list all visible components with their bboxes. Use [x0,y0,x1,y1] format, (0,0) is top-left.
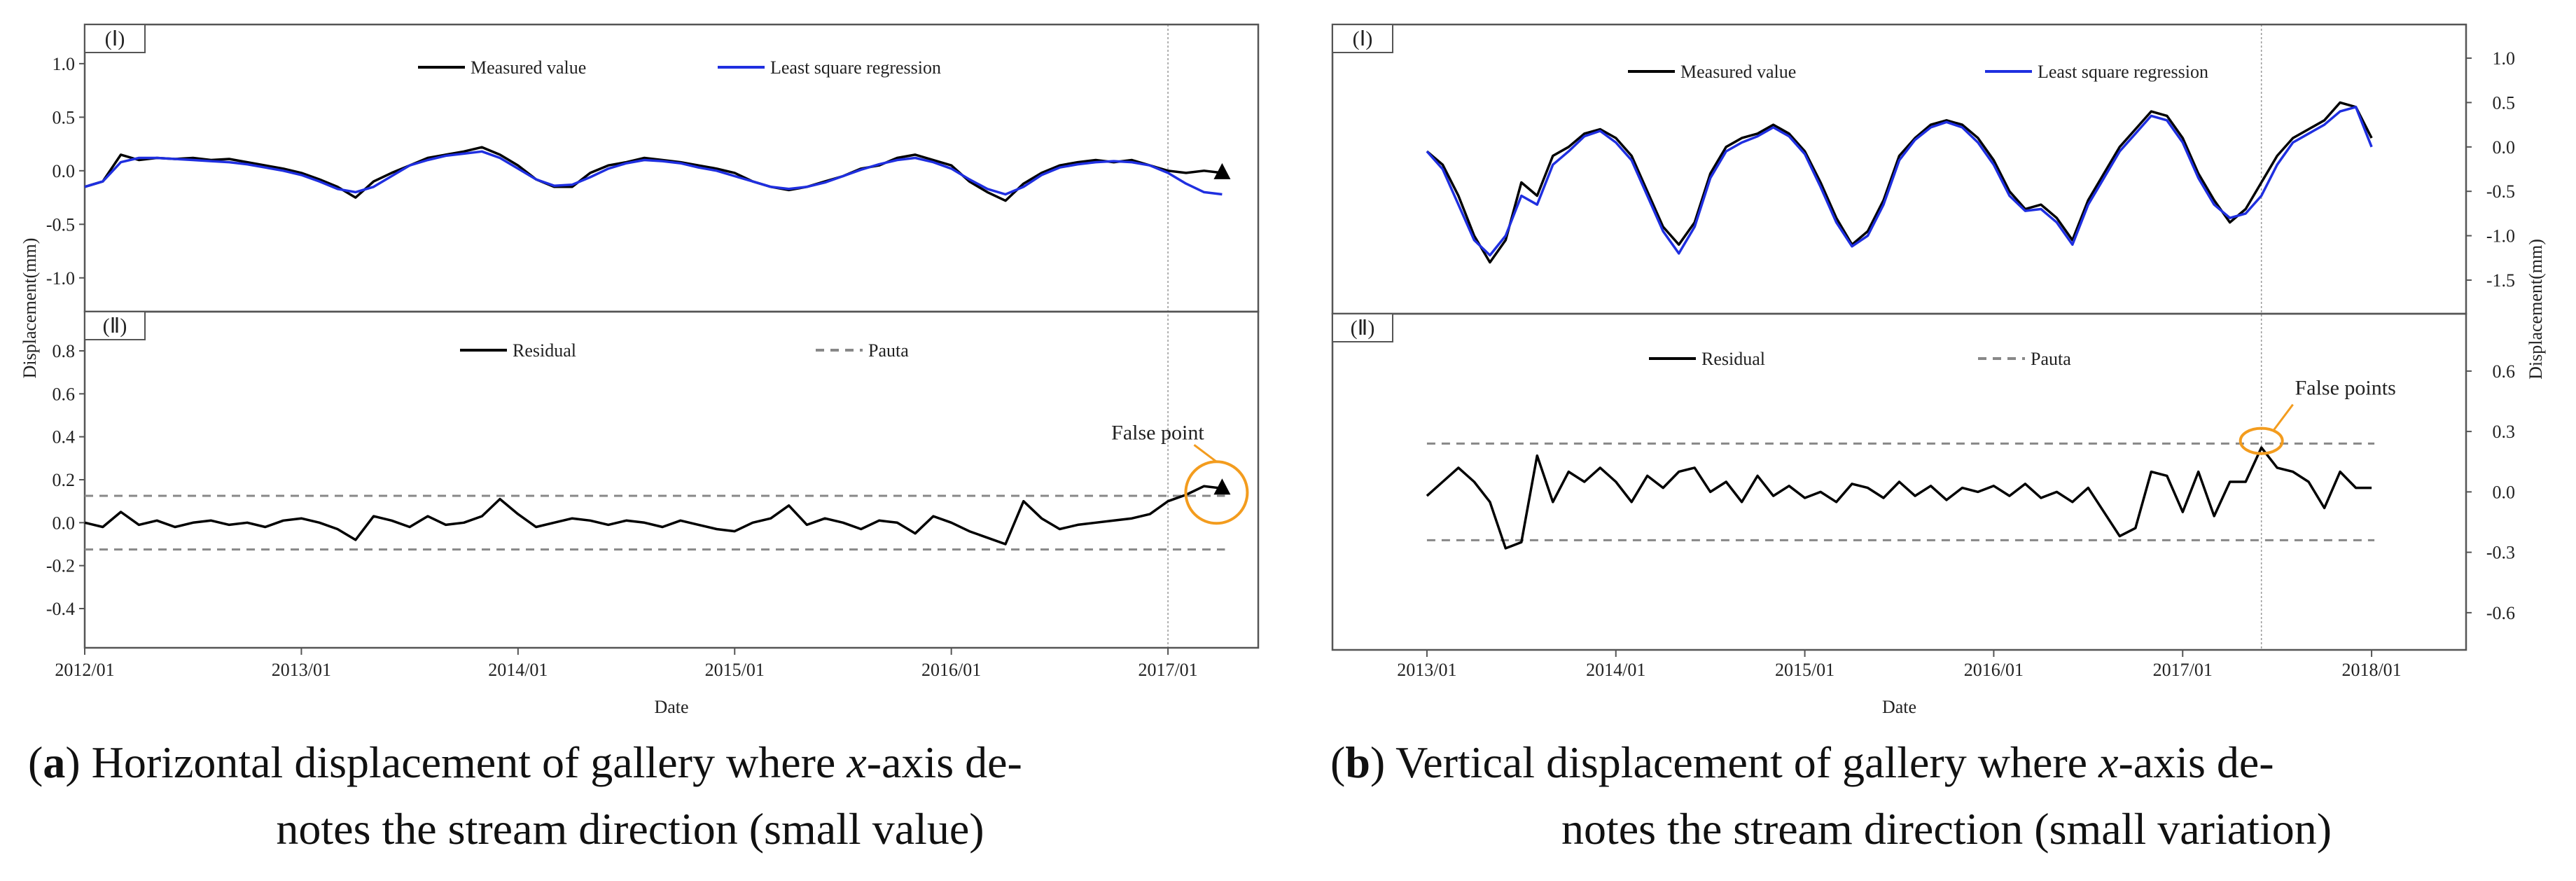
caption-b-line1: (b) Vertical displacement of gallery whe… [1330,737,2274,787]
y-tick-label: -1.0 [2486,226,2515,247]
y-tick-label: 0.0 [53,161,76,181]
y-tick-label: -0.6 [2486,603,2515,623]
caption-a-line2: notes the stream direction (small value) [276,804,984,854]
x-tick-label: 2016/01 [921,660,981,680]
y-tick-label: -0.5 [2486,181,2515,202]
annotation-leader [1193,444,1218,463]
caption-a-line1: (a) Horizontal displacement of gallery w… [28,737,1022,787]
caption-a-text1-end: -axis de- [867,737,1022,787]
panel-tag: (Ⅱ) [1351,317,1375,340]
caption-a-letter: a [43,737,65,787]
y-tick-label: 0.5 [53,107,76,127]
series-line-least-square-regression [1426,106,2373,257]
panel-tag: (Ⅰ) [105,27,125,50]
series-line-residual [1426,446,2372,550]
false-points-ellipse [2239,426,2284,455]
x-tick-label: 2013/01 [1397,660,1456,680]
y-tick-label: 1.0 [53,54,76,74]
series-line-measured-value [1426,101,2373,264]
y-tick-label: 0.0 [2493,482,2516,502]
y-axis-label: Displacement(mm) [20,238,40,379]
series-line-least-square-regression [84,150,1223,196]
series-line-measured-value [84,146,1223,202]
x-tick-label: 2016/01 [1964,660,2024,680]
y-tick-label: -1.5 [2486,270,2515,291]
panel-tag-box [84,311,146,340]
x-tick-label: 2014/01 [1586,660,1645,680]
y-tick-label: -0.2 [46,556,75,576]
y-tick-label: 0.6 [2493,361,2516,382]
false-point-marker [1213,162,1231,179]
x-tick-label: 2012/01 [55,660,114,680]
annotation-label: False point [1111,421,1204,444]
figure-b: (Ⅰ) 1.0 0.5 0.0 -0.5 -1.0 -1.5 Measured value Le… [1331,23,2546,717]
y-tick-label: -1.0 [46,268,75,289]
caption-b-var: x [2098,737,2118,787]
legend-label: Measured value [1680,62,1796,82]
y-tick-label: 0.0 [2493,137,2516,158]
caption-a-text1: ) Horizontal displacement of gallery whe… [65,737,847,787]
x-tick-label: 2015/01 [705,660,765,680]
y-tick-label: -0.4 [46,599,75,619]
false-point-marker [1213,478,1231,495]
series-line-residual [84,485,1223,546]
panel-tag-box [84,24,146,53]
legend-label: Pauta [868,340,909,361]
panel-frame [83,23,1260,313]
panel-tag-box [1332,24,1393,53]
legend-label: Pauta [2031,349,2071,369]
y-tick-label: -0.3 [2486,543,2515,563]
y-tick-label: 0.6 [53,384,76,404]
caption-a-var: x [846,737,866,787]
caption-b-line2: notes the stream direction (small variat… [1561,804,2332,854]
caption-b-letter: b [1345,737,1370,787]
y-axis-label: Displacement(mm) [2526,239,2546,380]
figure-a: (Ⅰ) 1.0 0.5 0.0 -0.5 -1.0 Measured value Least … [20,23,1260,717]
x-tick-label: 2017/01 [2153,660,2213,680]
x-tick-label: 2017/01 [1138,660,1197,680]
annotation-label: False points [2295,377,2396,400]
panel-frame [1331,312,2467,651]
panel-frame [1331,23,2467,315]
panel-tag: (Ⅰ) [1353,27,1373,50]
y-tick-label: 1.0 [2493,48,2516,69]
legend-label: Measured value [471,57,586,78]
x-tick-label: 2013/01 [272,660,331,680]
annotation-leader [2273,403,2294,431]
legend-label: Residual [513,340,576,361]
panel-tag-box [1332,313,1393,342]
y-tick-label: 0.0 [53,513,76,533]
x-tick-label: 2015/01 [1775,660,1834,680]
x-axis-label: Date [1882,697,1916,717]
caption-b-text1: ) Vertical displacement of gallery where [1370,737,2098,787]
legend-label: Residual [1701,349,1765,369]
legend-label: Least square regression [770,57,941,78]
legend-label: Least square regression [2038,62,2208,82]
y-tick-label: 0.3 [2493,422,2516,442]
x-tick-label: 2014/01 [488,660,548,680]
panel-frame [83,310,1260,649]
y-tick-label: 0.5 [2493,92,2516,113]
panel-tag: (Ⅱ) [103,314,127,338]
y-tick-label: -0.5 [46,214,75,235]
y-tick-label: 0.4 [53,427,76,448]
y-tick-label: 0.2 [53,470,76,490]
caption-b-text1-end: -axis de- [2118,737,2274,787]
x-axis-label: Date [654,697,688,717]
y-tick-label: 0.8 [53,341,76,361]
x-tick-label: 2018/01 [2341,660,2401,680]
